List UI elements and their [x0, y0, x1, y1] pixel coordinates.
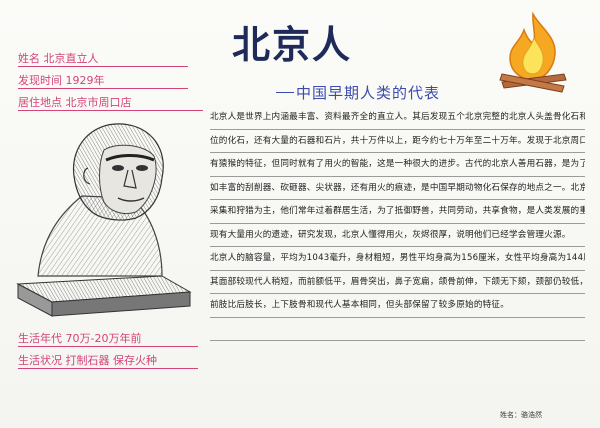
subtitle-dash — [276, 92, 294, 93]
info-name: 姓名 北京直立人 — [18, 52, 99, 65]
info-line — [18, 88, 188, 89]
text-line: 如丰富的刮削器、砍砸器、尖状器，还有用火的痕迹，是中国早期动物化石保存的地点之一… — [210, 177, 585, 200]
text-line: 北京人的脑容量，平均为1043毫升，身材粗短，男性平均身高为156厘米，女性平均… — [210, 247, 585, 271]
text-line: 采集和狩猎为主，他们常年过着群居生活，为了抵御野兽，共同劳动，共享食物，是人类发… — [210, 200, 585, 224]
fire-icon — [499, 11, 567, 93]
text-line: 有猿猴的特征，但同时就有了用火的智能，这是一种很大的进步。古代的北京人善用石器，… — [210, 153, 585, 177]
info-living-conditions: 生活状况 打制石器 保存火种 — [18, 354, 157, 367]
page-title: 北京人 — [232, 23, 353, 67]
text-line: 现有大量用火的遗迹，研究发现，北京人懂得用火，灰烬很厚，说明他们已经学会管理火源… — [210, 224, 585, 247]
article-body: 北京人是世界上内涵最丰富、资料最齐全的直立人。其后发现五个北京完整的北京人头盖骨… — [210, 106, 585, 341]
peking-man-bust-illustration — [16, 123, 192, 317]
info-line — [18, 368, 198, 369]
info-line — [18, 66, 188, 67]
text-line — [210, 318, 585, 341]
info-line — [18, 110, 203, 111]
author-signature: 姓名：骆浩然 — [500, 411, 542, 419]
info-era: 生活年代 70万-20万年前 — [18, 332, 142, 345]
text-line: 北京人是世界上内涵最丰富、资料最齐全的直立人。其后发现五个北京完整的北京人头盖骨… — [210, 106, 585, 130]
subtitle: 中国早期人类的代表 — [296, 84, 441, 102]
info-line — [18, 346, 198, 347]
text-line: 前肢比后肢长，上下肢骨和现代人基本相同，但头部保留了较多原始的特征。 — [210, 294, 585, 318]
text-line: 其面部较现代人稍短，而前额低平，眉骨突出，鼻子宽扁，颌骨前伸，下颌无下颏，颈部仍… — [210, 271, 585, 294]
text-line: 位的化石，还有大量的石器和石片，共十万件以上，距今约七十万年至二十万年。发现于北… — [210, 130, 585, 153]
info-discovery-time: 发现时间 1929年 — [18, 74, 105, 87]
info-location: 居住地点 北京市周口店 — [18, 96, 132, 109]
